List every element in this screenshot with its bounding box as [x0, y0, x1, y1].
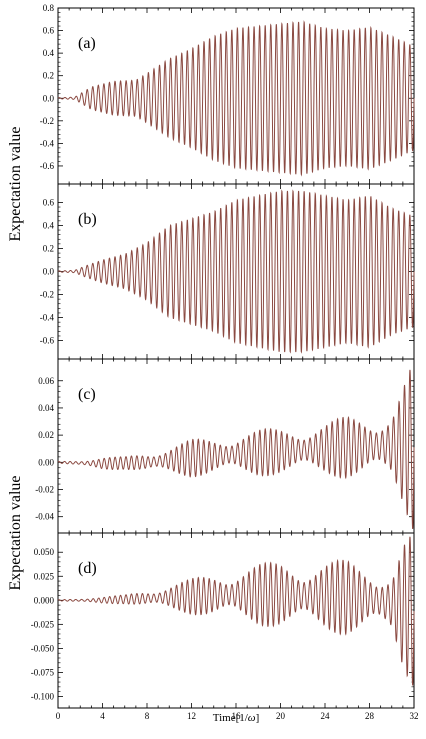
y-tick-label: -0.2	[40, 116, 54, 126]
x-tick-label: 20	[276, 711, 286, 721]
y-tick-label: 0.0	[43, 93, 55, 103]
x-tick-labels: 0 4 8 12 16 20 24 28 32	[56, 711, 419, 721]
y-tick-label: 0.4	[43, 220, 55, 230]
y-tick-label: 0.8	[43, 3, 55, 13]
x-tick-label: 24	[321, 711, 331, 721]
panel-label: (c)	[78, 386, 96, 403]
y-tick-label: 0.6	[43, 26, 55, 36]
y-tick-label: -0.4	[40, 313, 55, 323]
panel-a: -0.6 -0.4 -0.2 0.0 0.2 0.4 0.6 0.8 (a)	[40, 3, 415, 185]
y-tick-label: 0.02	[38, 430, 54, 440]
y-tick-label: -0.2	[40, 290, 54, 300]
y-tick-label: 0.04	[38, 403, 54, 413]
y-tick-label: 0.025	[34, 571, 55, 581]
x-axis-title: Time[1/ω]	[213, 712, 260, 724]
y-tick-label: -0.4	[40, 138, 55, 148]
y-tick-label: -0.100	[31, 691, 55, 701]
x-tick-label: 8	[145, 711, 150, 721]
series-line	[57, 536, 415, 686]
x-tick-label: 32	[410, 711, 419, 721]
x-tick-label: 16	[232, 711, 242, 721]
series-line	[57, 189, 415, 354]
y-tick-label: -0.025	[31, 619, 55, 629]
y-tick-label: 0.2	[43, 71, 54, 81]
panel-label: (d)	[78, 560, 97, 577]
y-tick-label: -0.050	[31, 643, 55, 653]
y-tick-label: 0.00	[38, 457, 54, 467]
x-axis-title-symbol: ω	[248, 712, 256, 724]
series-line	[57, 369, 415, 529]
y-tick-label: -0.075	[31, 667, 55, 677]
series-line	[57, 20, 415, 177]
panel-c: -0.04 -0.02 0.00 0.02 0.04 0.06 (c)	[35, 358, 415, 534]
y-tick-label: 0.000	[34, 595, 55, 605]
x-tick-label: 12	[187, 711, 196, 721]
panel-label: (b)	[78, 211, 97, 228]
y-tick-label: 0.2	[43, 243, 54, 253]
panel-label: (a)	[78, 35, 96, 52]
y-tick-label: 0.0	[43, 267, 55, 277]
panel-d: -0.100 -0.075 -0.050 -0.025 0.000 0.025 0.050 (…	[31, 532, 415, 709]
y-tick-label: -0.02	[35, 485, 54, 495]
x-tick-label: 28	[365, 711, 375, 721]
y-tick-label: 0.06	[38, 376, 54, 386]
y-tick-label: 0.050	[34, 547, 55, 557]
y-axis-title-top: Expectation value	[7, 126, 24, 241]
x-tick-label: 4	[100, 711, 105, 721]
y-tick-label: 0.6	[43, 197, 55, 207]
x-axis-title-prefix: Time[1/	[213, 712, 249, 724]
y-tick-label: -0.6	[40, 336, 55, 346]
y-tick-label: -0.04	[35, 512, 54, 522]
x-tick-label: 0	[56, 711, 61, 721]
y-tick-label: -0.6	[40, 161, 55, 171]
y-tick-label: 0.4	[43, 48, 55, 58]
x-axis-title-suffix: ]	[256, 712, 260, 724]
y-axis-title-bottom: Expectation value	[7, 475, 24, 590]
